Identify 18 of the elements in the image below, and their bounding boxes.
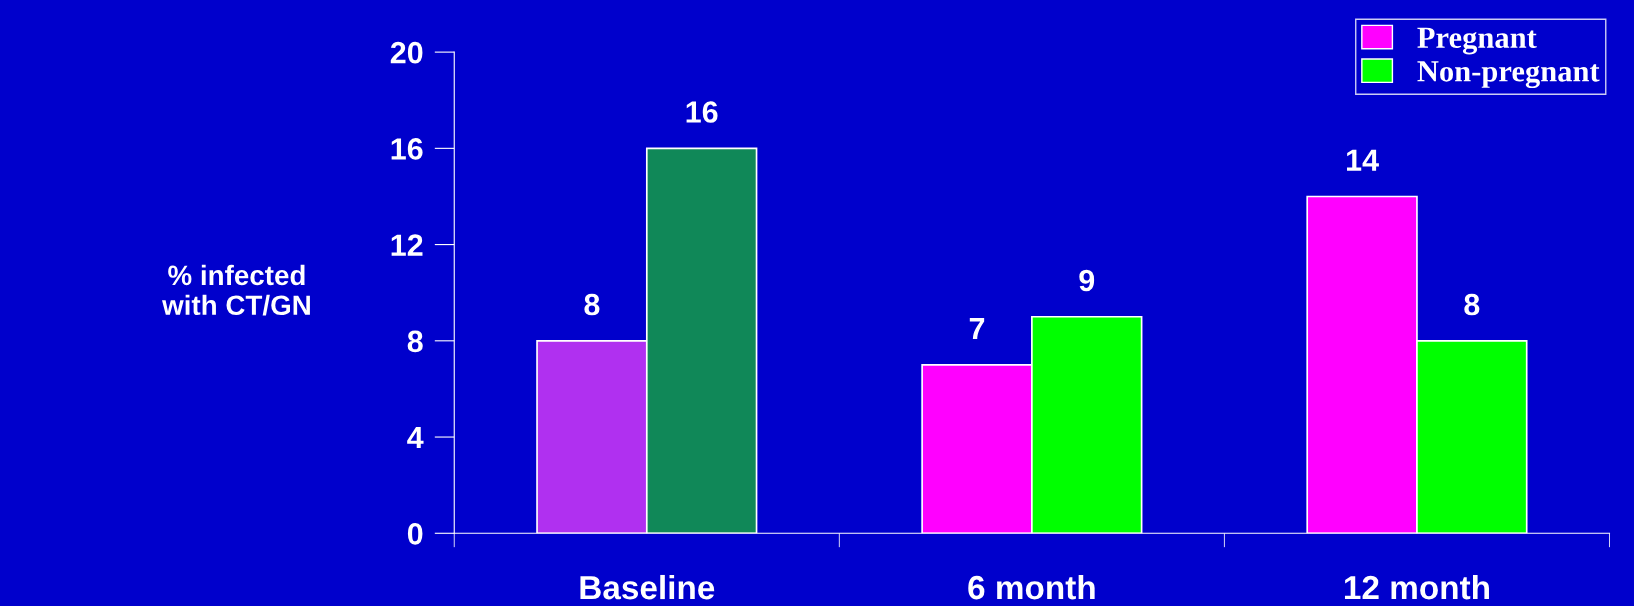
y-tick-label: 0 — [407, 523, 423, 545]
y-axis-title: % infected with CT/GN — [162, 264, 310, 316]
data-label: 8 — [1464, 293, 1480, 316]
x-tick-label: Baseline — [580, 574, 715, 600]
x-tick-label: 6 month — [968, 574, 1095, 600]
data-label: 8 — [584, 293, 600, 316]
y-tick-label: 12 — [391, 234, 423, 256]
data-label: 14 — [1347, 149, 1379, 171]
y-tick-label: 4 — [407, 427, 424, 449]
data-label: 7 — [969, 318, 985, 340]
data-label: 16 — [686, 101, 718, 123]
y-tick-label: 8 — [407, 330, 423, 353]
y-tick-label: 16 — [391, 138, 423, 160]
x-tick-label: 12 month — [1344, 574, 1489, 600]
legend-label: Non-pregnant — [1417, 61, 1600, 89]
data-label: 9 — [1079, 269, 1095, 292]
legend-label: Pregnant — [1417, 27, 1537, 55]
y-tick-label: 20 — [390, 41, 423, 64]
